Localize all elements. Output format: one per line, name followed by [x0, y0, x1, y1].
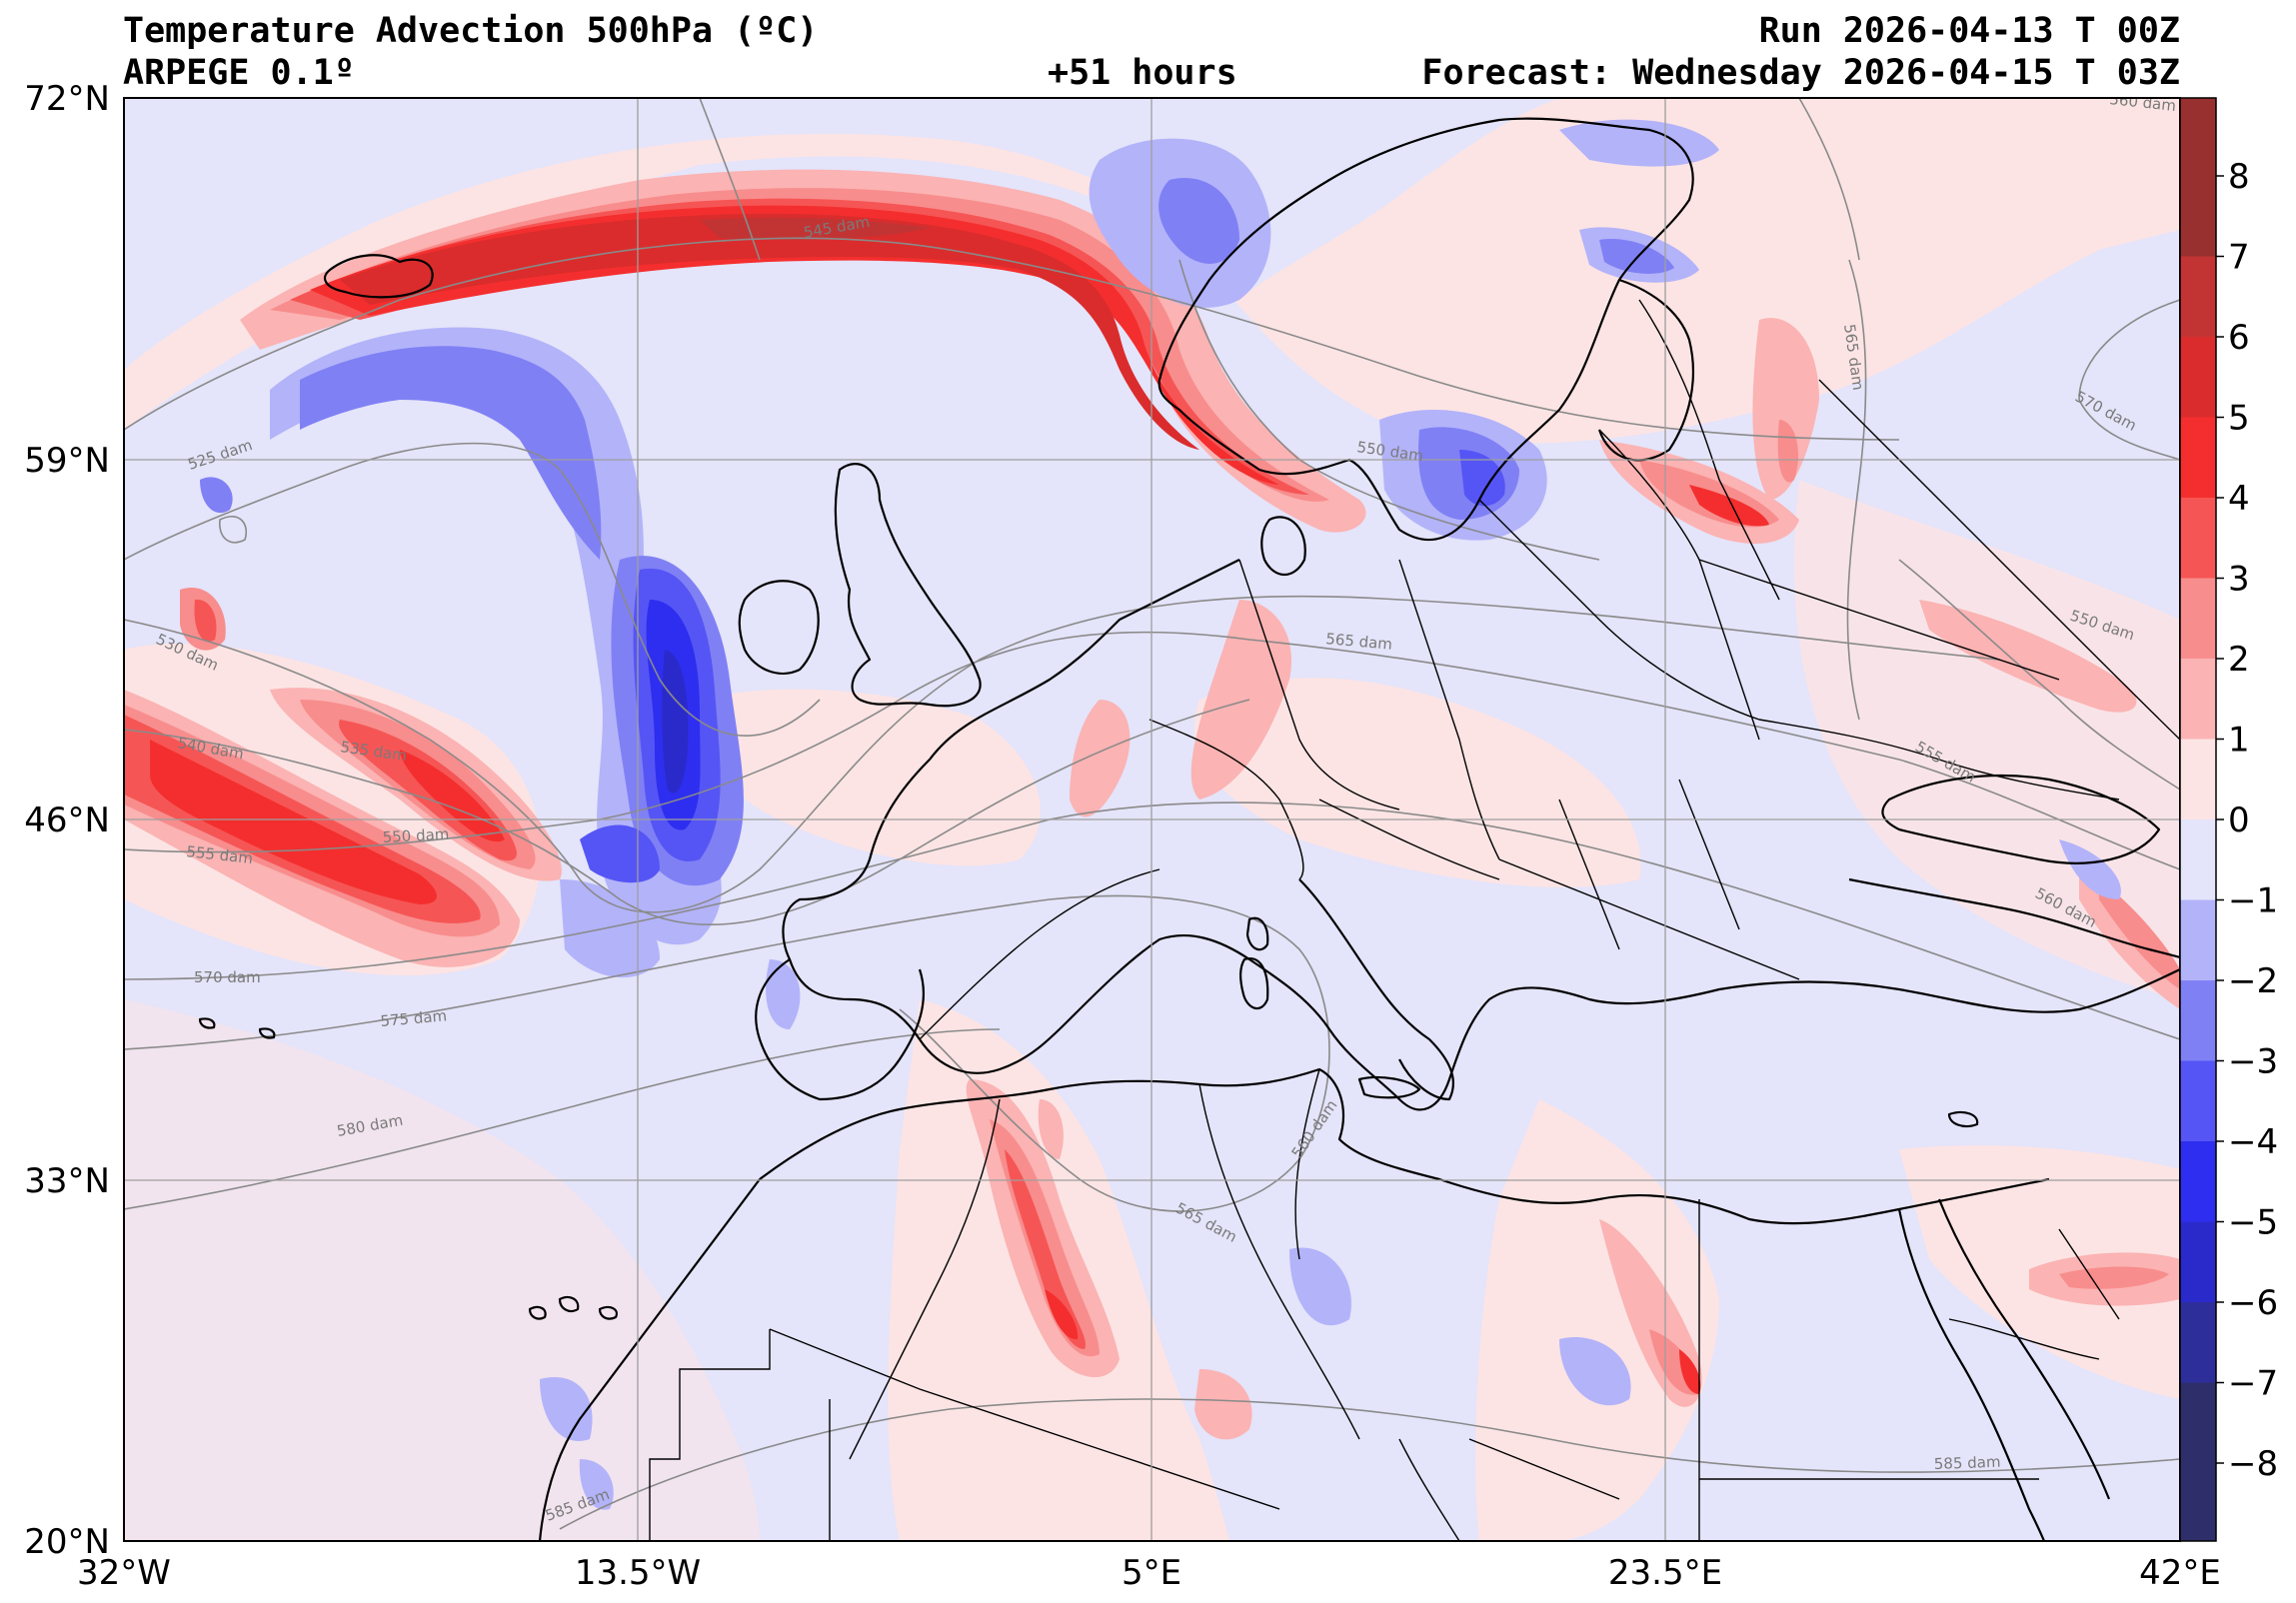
- lon-label-32w: 32°W: [77, 1553, 171, 1593]
- atlantic-warm-band: [124, 588, 562, 967]
- contour-label: 565 dam: [1325, 630, 1393, 654]
- colorbar-swatch-cold: [2180, 1060, 2216, 1141]
- latitude-labels: 72°N 59°N 46°N 33°N 20°N: [24, 79, 110, 1562]
- colorbar-tick-label: −8: [2228, 1444, 2278, 1484]
- country-borders: [649, 299, 2180, 1541]
- lon-label-23-5e: 23.5°E: [1608, 1553, 1722, 1593]
- forecast-time: Forecast: Wednesday 2026-04-15 T 03Z: [1421, 53, 2180, 93]
- longitude-labels: 32°W 13.5°W 5°E 23.5°E 42°E: [77, 1553, 2221, 1593]
- colorbar-swatch-warm: [2180, 256, 2216, 337]
- africa-warm-band: [966, 1079, 1702, 1440]
- colorbar-tick-label: 3: [2228, 560, 2250, 600]
- colorbar-tick-label: 8: [2228, 157, 2250, 197]
- colorbar-tick-label: −1: [2228, 881, 2278, 921]
- colorbar-swatch-warm: [2180, 98, 2216, 257]
- colorbar-swatch-cold: [2180, 1221, 2216, 1302]
- colorbar-tick-label: −4: [2228, 1122, 2278, 1162]
- run-time: Run 2026-04-13 T 00Z: [1758, 11, 2180, 51]
- colorbar-tick-label: −5: [2228, 1203, 2278, 1243]
- coastlines: [198, 117, 2180, 1541]
- colorbar-tick-label: 7: [2228, 238, 2250, 278]
- colorbar-swatch-warm: [2180, 739, 2216, 819]
- lat-label-46: 46°N: [24, 801, 110, 840]
- lon-label-42e: 42°E: [2139, 1553, 2221, 1593]
- model-name: ARPEGE 0.1º: [123, 53, 355, 93]
- colorbar-tick-label: 1: [2228, 721, 2250, 761]
- colorbar-tick-label: 4: [2228, 479, 2250, 519]
- contour-label: 575 dam: [380, 1006, 448, 1030]
- lead-time: +51 hours: [1048, 53, 1237, 93]
- chart-title: Temperature Advection 500hPa (ºC): [123, 11, 819, 51]
- colorbar-tick-label: −2: [2228, 961, 2278, 1001]
- lat-label-59: 59°N: [24, 441, 110, 481]
- colorbar-swatch-warm: [2180, 659, 2216, 740]
- colorbar-swatch-cold: [2180, 899, 2216, 980]
- colorbar-tick-label: 6: [2228, 318, 2250, 358]
- contour-label: 550 dam: [382, 825, 450, 846]
- colorbar-tick-label: 0: [2228, 801, 2250, 840]
- cold-advection-bands: [200, 327, 744, 978]
- scattered-cold: [540, 839, 2121, 1510]
- graticule: [124, 98, 2180, 1541]
- colorbar-tick-label: −3: [2228, 1042, 2278, 1082]
- colorbar-swatch-warm: [2180, 337, 2216, 418]
- lat-label-33: 33°N: [24, 1161, 110, 1201]
- colorbar-swatch-warm: [2180, 578, 2216, 659]
- colorbar-tick-label: 5: [2228, 399, 2250, 439]
- lat-label-72: 72°N: [24, 79, 110, 119]
- colorbar-tick-label: −6: [2228, 1283, 2278, 1323]
- colorbar-ticks: 8 7 6 5 4 3 2 1 0 −1 −2 −3 −4 −5 −6 −7 −8: [2216, 157, 2278, 1484]
- colorbar: 8 7 6 5 4 3 2 1 0 −1 −2 −3 −4 −5 −6 −7 −8: [2179, 97, 2278, 1542]
- contour-label: 585 dam: [1934, 1453, 2001, 1473]
- colorbar-swatch-warm: [2180, 498, 2216, 579]
- height-contours: [124, 98, 2180, 1530]
- colorbar-swatch-cold: [2180, 980, 2216, 1061]
- colorbar-swatch-cold: [2180, 1382, 2216, 1541]
- colorbar-swatch-cold: [2180, 819, 2216, 900]
- colorbar-swatch-warm: [2180, 417, 2216, 498]
- lon-label-13-5w: 13.5°W: [575, 1553, 701, 1593]
- cold-advection-north: [1089, 119, 1719, 541]
- lon-label-5e: 5°E: [1122, 1553, 1181, 1593]
- colorbar-tick-label: 2: [2228, 640, 2250, 680]
- colorbar-swatch-cold: [2180, 1141, 2216, 1222]
- contour-label: 570 dam: [194, 968, 261, 986]
- baltic-warm-band: [1599, 318, 2180, 1306]
- colorbar-swatch-cold: [2180, 1302, 2216, 1383]
- lat-label-20: 20°N: [24, 1522, 110, 1562]
- colorbar-swatches: [2180, 98, 2216, 1541]
- colorbar-tick-label: −7: [2228, 1364, 2278, 1404]
